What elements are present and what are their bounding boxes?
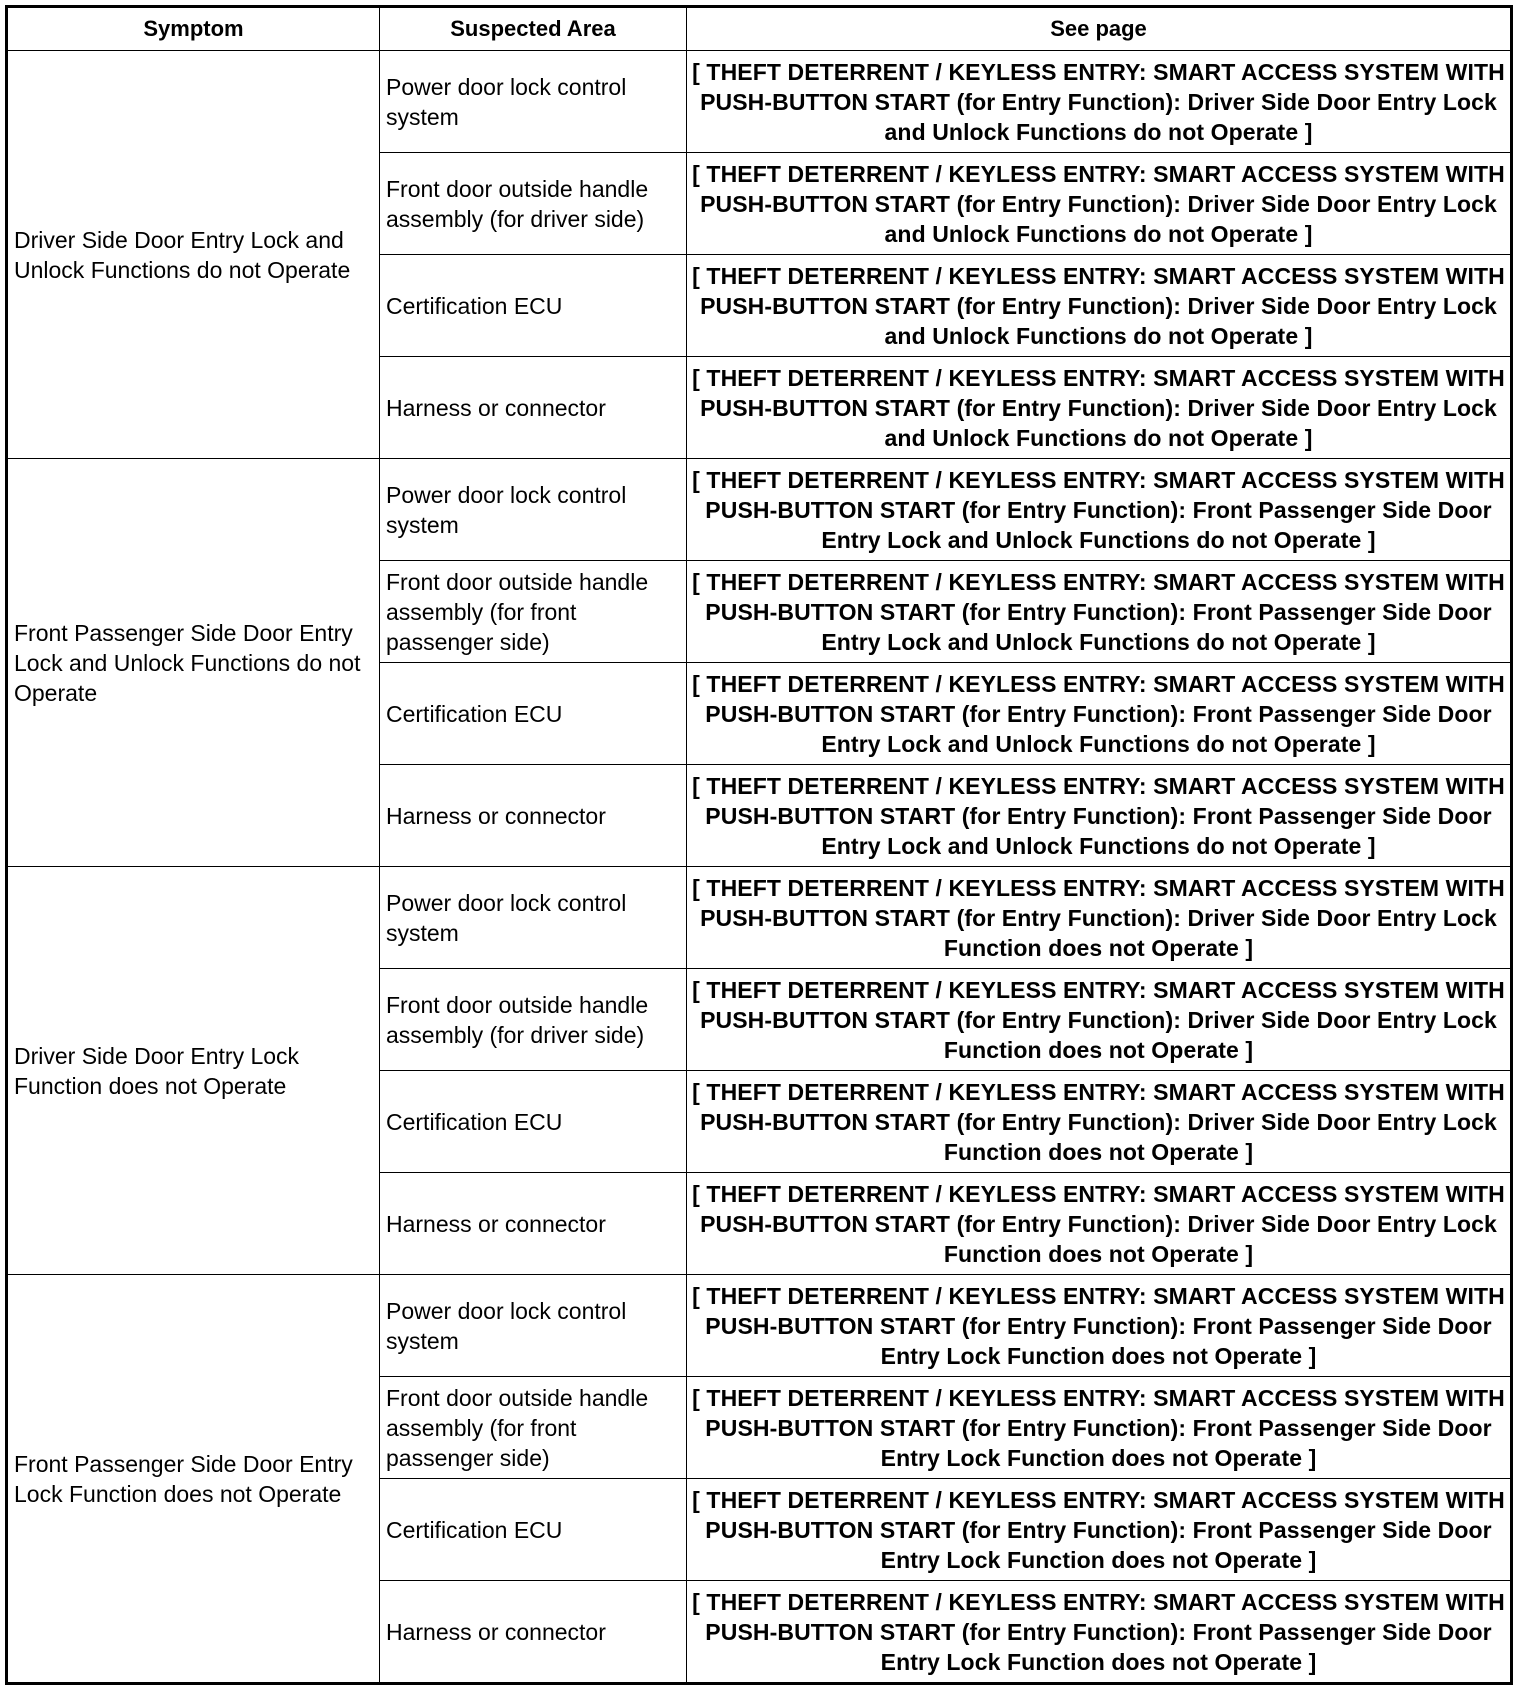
see-page-link[interactable]: [ THEFT DETERRENT / KEYLESS ENTRY: SMART… (686, 968, 1512, 1071)
see-page-link[interactable]: [ THEFT DETERRENT / KEYLESS ENTRY: SMART… (686, 254, 1512, 357)
see-page-link[interactable]: [ THEFT DETERRENT / KEYLESS ENTRY: SMART… (686, 1070, 1512, 1173)
suspected-area-cell: Front door outside handle assembly (for … (379, 560, 687, 663)
table-row: Front Passenger Side Door Entry Lock and… (6, 458, 1512, 867)
suspected-area-cell: Harness or connector (379, 1580, 687, 1684)
symptom-cell: Front Passenger Side Door Entry Lock and… (6, 458, 380, 867)
table-row: Certification ECU[ THEFT DETERRENT / KEY… (7, 662, 1512, 765)
suspected-area-cell: Certification ECU (379, 254, 687, 357)
symptom-cell: Driver Side Door Entry Lock and Unlock F… (6, 50, 380, 459)
suspected-area-cell: Harness or connector (379, 1172, 687, 1275)
suspected-area-cell: Certification ECU (379, 662, 687, 765)
suspected-area-cell: Power door lock control system (379, 50, 687, 153)
suspected-area-cell: Power door lock control system (379, 866, 687, 969)
suspected-area-cell: Front door outside handle assembly (for … (379, 1376, 687, 1479)
table-row: Front Passenger Side Door Entry Lock Fun… (6, 1274, 1512, 1684)
header-row: Symptom Suspected Area See page (6, 6, 1512, 51)
troubleshooting-table: Symptom Suspected Area See page Driver S… (5, 5, 1513, 1685)
see-page-link[interactable]: [ THEFT DETERRENT / KEYLESS ENTRY: SMART… (686, 866, 1512, 969)
table-row: Front door outside handle assembly (for … (7, 560, 1512, 663)
see-page-link[interactable]: [ THEFT DETERRENT / KEYLESS ENTRY: SMART… (686, 560, 1512, 663)
table-row: Certification ECU[ THEFT DETERRENT / KEY… (7, 1478, 1512, 1581)
header-see-page: See page (686, 6, 1512, 51)
suspected-area-cell: Front door outside handle assembly (for … (379, 152, 687, 255)
symptom-cell: Front Passenger Side Door Entry Lock Fun… (6, 1274, 380, 1684)
see-page-link[interactable]: [ THEFT DETERRENT / KEYLESS ENTRY: SMART… (686, 1580, 1512, 1684)
see-page-link[interactable]: [ THEFT DETERRENT / KEYLESS ENTRY: SMART… (686, 1376, 1512, 1479)
table-row: Driver Side Door Entry Lock Function doe… (6, 866, 1512, 1275)
see-page-link[interactable]: [ THEFT DETERRENT / KEYLESS ENTRY: SMART… (686, 662, 1512, 765)
table-row: Harness or connector[ THEFT DETERRENT / … (7, 1172, 1512, 1275)
table-row: Front door outside handle assembly (for … (7, 968, 1512, 1071)
see-page-link[interactable]: [ THEFT DETERRENT / KEYLESS ENTRY: SMART… (686, 1274, 1512, 1377)
see-page-link[interactable]: [ THEFT DETERRENT / KEYLESS ENTRY: SMART… (686, 764, 1512, 867)
see-page-link[interactable]: [ THEFT DETERRENT / KEYLESS ENTRY: SMART… (686, 1172, 1512, 1275)
suspected-area-cell: Power door lock control system (379, 1274, 687, 1377)
see-page-link[interactable]: [ THEFT DETERRENT / KEYLESS ENTRY: SMART… (686, 152, 1512, 255)
suspected-area-cell: Power door lock control system (379, 458, 687, 561)
see-page-link[interactable]: [ THEFT DETERRENT / KEYLESS ENTRY: SMART… (686, 458, 1512, 561)
table-row: Front door outside handle assembly (for … (7, 1376, 1512, 1479)
header-suspected-area: Suspected Area (379, 6, 687, 51)
see-page-link[interactable]: [ THEFT DETERRENT / KEYLESS ENTRY: SMART… (686, 1478, 1512, 1581)
table-row: Driver Side Door Entry Lock and Unlock F… (6, 50, 1512, 459)
table-row: Harness or connector[ THEFT DETERRENT / … (7, 764, 1512, 867)
suspected-area-cell: Certification ECU (379, 1070, 687, 1173)
see-page-link[interactable]: [ THEFT DETERRENT / KEYLESS ENTRY: SMART… (686, 50, 1512, 153)
suspected-area-cell: Harness or connector (379, 764, 687, 867)
suspected-area-cell: Certification ECU (379, 1478, 687, 1581)
table-row: Certification ECU[ THEFT DETERRENT / KEY… (7, 1070, 1512, 1173)
table-row: Certification ECU[ THEFT DETERRENT / KEY… (7, 254, 1512, 357)
table-row: Harness or connector[ THEFT DETERRENT / … (7, 356, 1512, 459)
table-body: Driver Side Door Entry Lock and Unlock F… (6, 50, 1512, 1684)
suspected-area-cell: Harness or connector (379, 356, 687, 459)
see-page-link[interactable]: [ THEFT DETERRENT / KEYLESS ENTRY: SMART… (686, 356, 1512, 459)
suspected-area-cell: Front door outside handle assembly (for … (379, 968, 687, 1071)
table-row: Harness or connector[ THEFT DETERRENT / … (7, 1580, 1512, 1684)
header-symptom: Symptom (6, 6, 380, 51)
symptom-cell: Driver Side Door Entry Lock Function doe… (6, 866, 380, 1275)
